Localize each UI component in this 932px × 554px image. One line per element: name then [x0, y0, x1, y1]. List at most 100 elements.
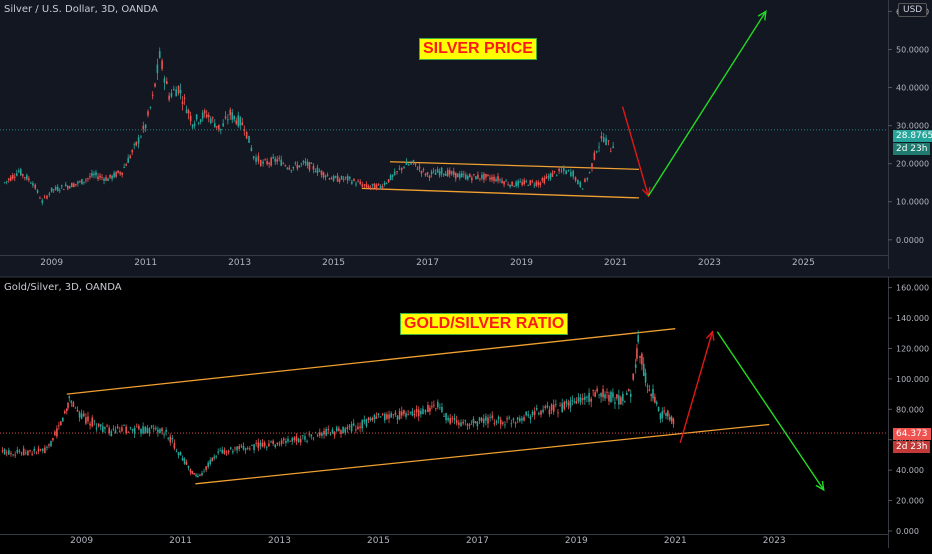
ratio-candle-body — [470, 423, 473, 425]
ratio-candle-body — [199, 474, 201, 477]
ratio-candle-body — [588, 392, 590, 402]
silver-candle-body — [467, 176, 469, 180]
silver-candle-body — [545, 176, 548, 179]
silver-candle-body — [231, 112, 234, 120]
ratio-candle-body — [546, 405, 549, 408]
ratio-candle-body — [384, 413, 386, 421]
silver-candle-body — [71, 183, 73, 188]
ratio-candle-body — [415, 409, 418, 413]
ratio-candle-body — [22, 448, 25, 456]
ratio-candle-body — [246, 448, 249, 449]
ratio-candle-body — [189, 469, 192, 473]
silver-candle-body — [211, 117, 214, 119]
silver-candle-body — [444, 173, 447, 176]
silver-candle-body — [381, 186, 384, 188]
silver-projection-down — [621, 106, 650, 197]
ratio-candle-body — [350, 424, 353, 432]
silver-candle-body — [201, 112, 204, 119]
ratio-candle-body — [242, 445, 245, 450]
ratio-candle-body — [581, 398, 584, 400]
silver-candle-body — [257, 156, 260, 162]
silver-candle-body — [187, 110, 190, 114]
silver-candle-body — [310, 163, 313, 164]
silver-candle-body — [565, 170, 567, 175]
top-last-price-tag: 28.8765 — [893, 130, 932, 142]
ratio-candle-body — [102, 426, 104, 432]
ratio-candle-body — [299, 439, 302, 443]
ratio-candle-body — [87, 416, 89, 422]
ratio-candle-body — [20, 452, 23, 454]
ratio-candle-body — [464, 420, 467, 422]
silver-candle-body — [489, 177, 491, 180]
silver-candle-body — [133, 144, 136, 146]
ratio-candle-body — [363, 419, 366, 422]
silver-channel-lower — [361, 187, 640, 199]
silver-candle-body — [375, 184, 378, 190]
silver-candle-body — [250, 147, 253, 151]
silver-candle-body — [93, 173, 95, 176]
silver-candle-body — [371, 183, 374, 186]
ratio-candle-body — [460, 422, 462, 427]
ratio-candle-body — [379, 416, 382, 418]
silver-candle-body — [7, 178, 10, 181]
ratio-candle-body — [331, 429, 334, 434]
ratio-candle-body — [29, 450, 31, 451]
silver-candle-body — [24, 177, 26, 178]
ratio-candle-body — [219, 450, 221, 452]
ratio-candle-body — [493, 423, 496, 425]
silver-candle-body — [535, 181, 538, 186]
ratio-candle-body — [455, 420, 458, 424]
silver-candle-body — [342, 178, 345, 180]
silver-candle-body — [296, 164, 299, 169]
ratio-candle-body — [667, 410, 669, 417]
ratio-candle-body — [424, 410, 427, 413]
silver-candle-body — [54, 186, 57, 190]
silver-candle-body — [32, 183, 34, 186]
ratio-projection-down — [716, 331, 825, 491]
silver-candle-body — [529, 180, 532, 186]
silver-x-tick-label: 2023 — [698, 258, 721, 268]
silver-candle-body — [505, 180, 507, 182]
silver-candle-body — [595, 151, 598, 153]
ratio-candle-body — [565, 400, 568, 404]
silver-candle-body — [567, 169, 570, 171]
ratio-candle-body — [306, 440, 308, 442]
ratio-candle-body — [661, 411, 664, 419]
silver-candle-body — [523, 180, 526, 185]
silver-candle-body — [393, 171, 396, 176]
ratio-candle-body — [516, 417, 519, 420]
ratio-candle-body — [274, 444, 277, 448]
ratio-candle-body — [427, 405, 429, 413]
silver-candle-body — [56, 186, 59, 191]
ratio-candle-body — [203, 471, 205, 473]
currency-label[interactable]: USD — [898, 3, 928, 17]
ratio-candle-body — [229, 447, 232, 449]
ratio-candle-body — [612, 392, 614, 398]
silver-candle-body — [533, 184, 536, 186]
ratio-candle-body — [622, 393, 624, 401]
ratio-y-tick-label: 60.000 — [896, 436, 924, 445]
ratio-candle-body — [289, 440, 291, 442]
silver-candle-body — [385, 183, 388, 185]
ratio-candle-body — [544, 406, 547, 408]
ratio-candle-body — [259, 442, 262, 447]
silver-candle-body — [64, 184, 67, 187]
silver-candle-body — [262, 161, 264, 164]
silver-candle-body — [274, 158, 276, 162]
ratio-candle-body — [310, 434, 313, 437]
ratio-candle-body — [451, 418, 454, 419]
ratio-candle-body — [342, 426, 344, 434]
silver-candle-body — [73, 183, 75, 187]
ratio-candle-body — [118, 430, 121, 432]
ratio-candle-body — [338, 428, 340, 432]
ratio-candle-body — [478, 417, 481, 421]
silver-candle-body — [495, 179, 497, 182]
silver-x-tick-label: 2009 — [40, 258, 63, 268]
ratio-candle-body — [67, 402, 69, 408]
silver-candle-body — [539, 182, 542, 186]
ratio-candle-body — [508, 417, 510, 419]
ratio-candle-body — [602, 389, 604, 398]
ratio-candle-body — [616, 394, 618, 399]
ratio-projection-up — [679, 331, 714, 443]
silver-candle-body — [28, 178, 30, 181]
